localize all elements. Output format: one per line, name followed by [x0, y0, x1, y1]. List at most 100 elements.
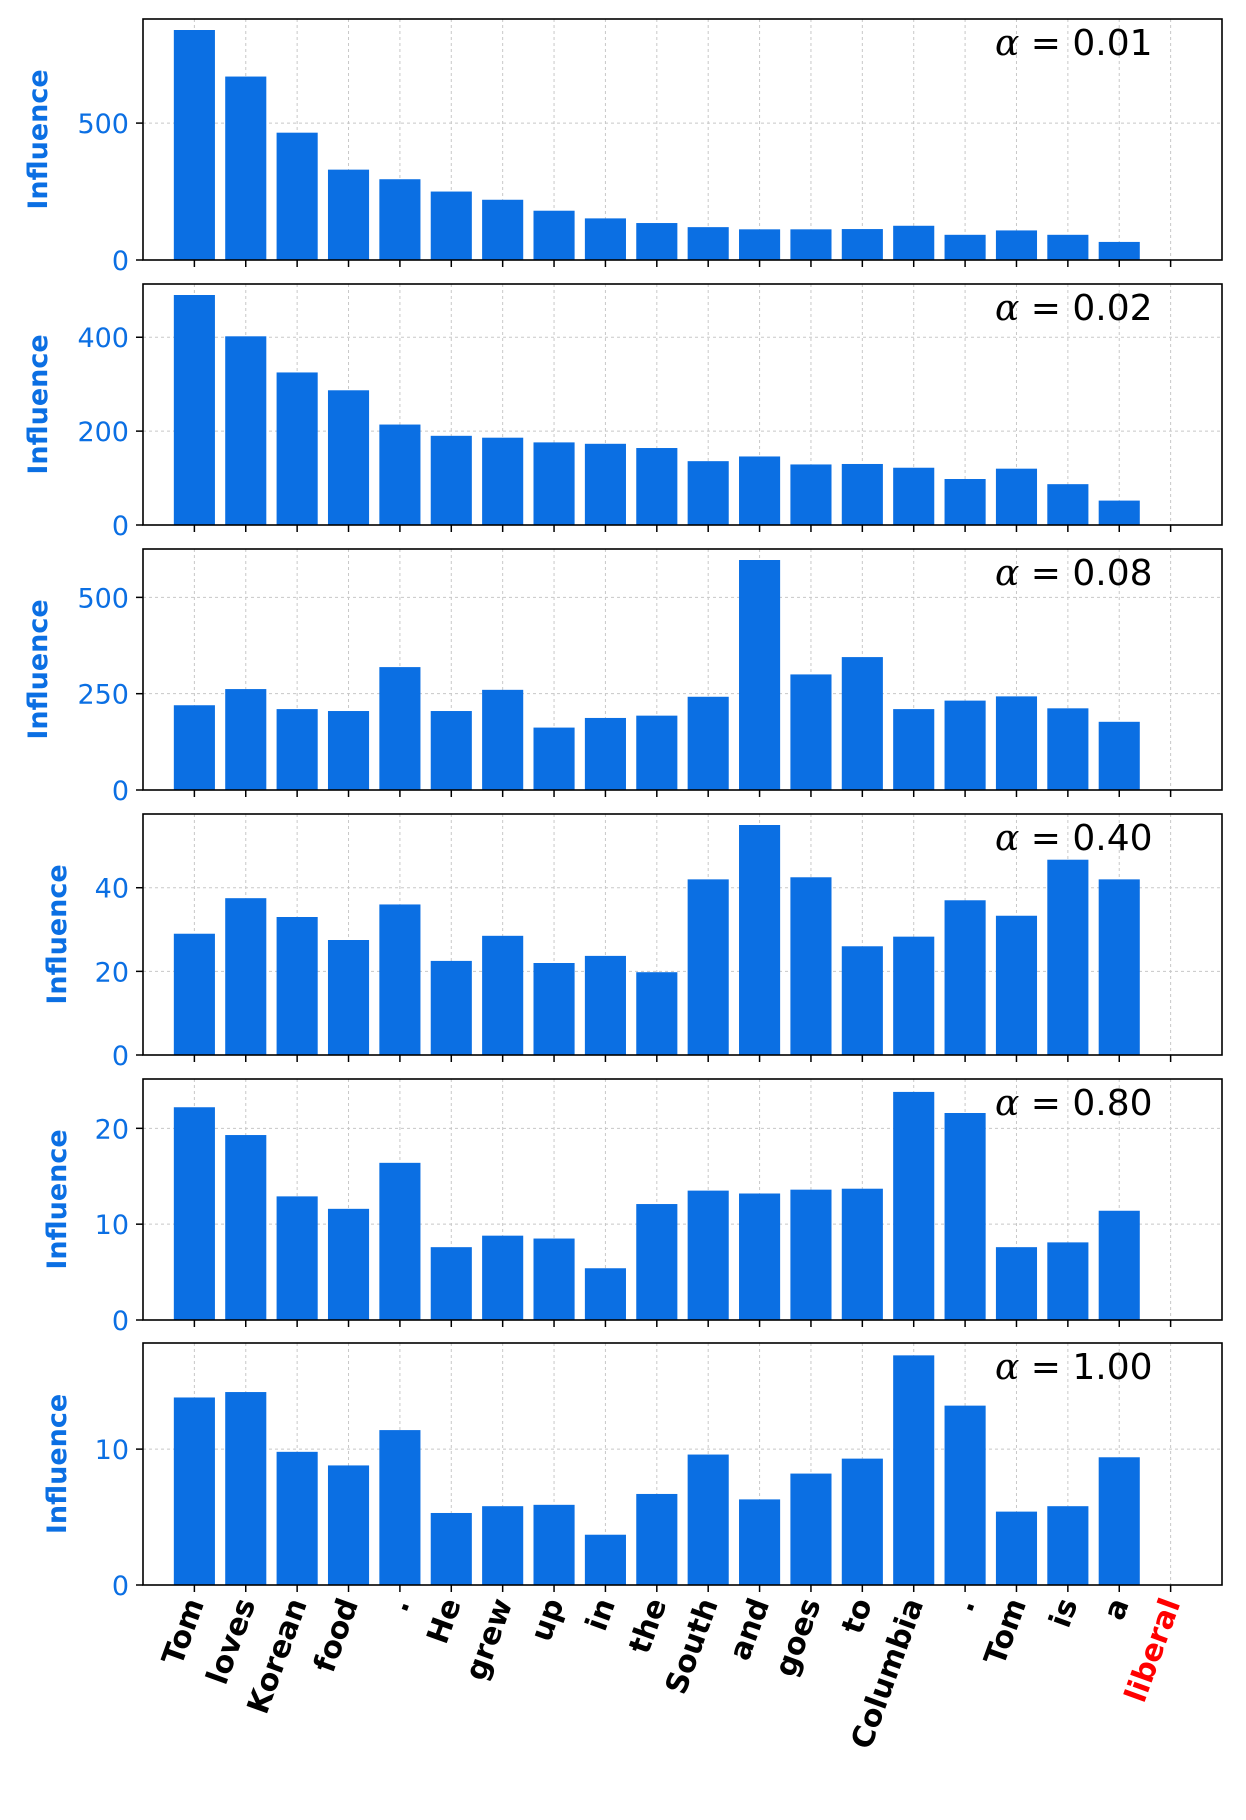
bar — [687, 461, 729, 525]
bar — [584, 1534, 626, 1585]
bar — [379, 179, 421, 260]
bar — [533, 210, 575, 260]
bar — [687, 879, 729, 1055]
axes-frame — [142, 283, 1223, 526]
bar — [1098, 879, 1140, 1055]
bar — [636, 1493, 678, 1585]
bar — [533, 1504, 575, 1585]
bar — [1098, 721, 1140, 790]
y-tick-label: 0 — [112, 511, 129, 542]
bar — [1047, 1506, 1089, 1585]
bar — [944, 1113, 986, 1320]
y-tick-label: 500 — [77, 583, 129, 614]
bar — [276, 372, 318, 525]
bar — [1047, 708, 1089, 790]
y-axis-label: Influence — [23, 334, 54, 474]
y-tick-label: 0 — [112, 246, 129, 277]
bar — [173, 295, 215, 525]
bar — [790, 464, 832, 525]
bar — [841, 657, 883, 790]
bar — [841, 1458, 883, 1585]
bar — [379, 1430, 421, 1585]
bar — [430, 960, 472, 1055]
bar — [995, 1511, 1038, 1585]
bar — [379, 424, 421, 525]
y-tick-label: 0 — [112, 1571, 129, 1602]
alpha-annotation: α = 0.08 — [995, 553, 1153, 594]
bar — [1047, 859, 1089, 1055]
bar — [584, 443, 626, 525]
bar — [430, 435, 472, 525]
alpha-annotation: α = 0.40 — [995, 818, 1153, 859]
bar — [841, 946, 883, 1055]
alpha-annotation: α = 1.00 — [995, 1347, 1153, 1388]
bar — [430, 1512, 472, 1585]
bar — [944, 234, 986, 260]
bar — [790, 1473, 832, 1585]
bar — [944, 700, 986, 790]
bar — [327, 940, 370, 1055]
bar — [482, 935, 524, 1055]
bar — [327, 1208, 370, 1320]
bar — [995, 468, 1038, 525]
bar — [995, 696, 1038, 790]
bar — [584, 955, 626, 1055]
bar — [1047, 484, 1089, 525]
y-tick-label: 200 — [77, 417, 129, 448]
bar — [173, 30, 215, 260]
bar — [636, 972, 678, 1055]
x-tick-label: the — [622, 1594, 674, 1659]
bar — [225, 76, 267, 260]
bar — [790, 1189, 832, 1320]
bar — [482, 437, 524, 525]
y-tick-label: 500 — [77, 109, 129, 140]
bar — [893, 1091, 935, 1320]
bar — [841, 463, 883, 525]
bar — [584, 717, 626, 790]
bar — [1098, 500, 1140, 525]
bar — [225, 898, 267, 1055]
panel-1: 0 500 Influence α = 0.01 — [23, 18, 1223, 277]
bar — [687, 1454, 729, 1585]
bar — [584, 218, 626, 260]
bar — [944, 1405, 986, 1585]
bar — [430, 711, 472, 790]
bar — [636, 223, 678, 260]
bar — [276, 132, 318, 260]
bar — [533, 1238, 575, 1320]
x-tick-label: a — [1097, 1594, 1137, 1625]
bar — [225, 1135, 267, 1320]
bar — [276, 1196, 318, 1320]
axes-frame — [142, 18, 1223, 261]
bar — [893, 225, 935, 260]
bar — [893, 1355, 935, 1585]
y-tick-label: 10 — [95, 1210, 129, 1241]
y-axis-label: Influence — [42, 864, 73, 1004]
x-tick-label: Tom — [156, 1594, 212, 1670]
bar — [173, 705, 215, 790]
bar — [173, 933, 215, 1055]
bar — [533, 727, 575, 790]
y-axis-label: Influence — [42, 1129, 73, 1269]
bar — [327, 711, 370, 790]
bar — [790, 674, 832, 790]
x-tick-label: and — [723, 1594, 777, 1665]
bar — [430, 191, 472, 260]
x-tick-label: . — [946, 1594, 983, 1617]
bar — [533, 442, 575, 525]
y-tick-label: 0 — [112, 1041, 129, 1072]
y-axis-label: Influence — [42, 1394, 73, 1534]
bar — [995, 1247, 1038, 1320]
axes-frame — [142, 1078, 1223, 1321]
axes-frame — [142, 813, 1223, 1056]
x-tick-label: up — [524, 1594, 572, 1646]
bar — [1047, 1242, 1089, 1320]
y-axis-label: Influence — [23, 69, 54, 209]
bar — [687, 1190, 729, 1320]
x-tick-label: is — [1043, 1594, 1086, 1632]
alpha-annotation: α = 0.80 — [995, 1083, 1153, 1124]
bar — [482, 1506, 524, 1585]
bar — [225, 336, 267, 525]
x-tick-label: Tom — [978, 1594, 1034, 1670]
